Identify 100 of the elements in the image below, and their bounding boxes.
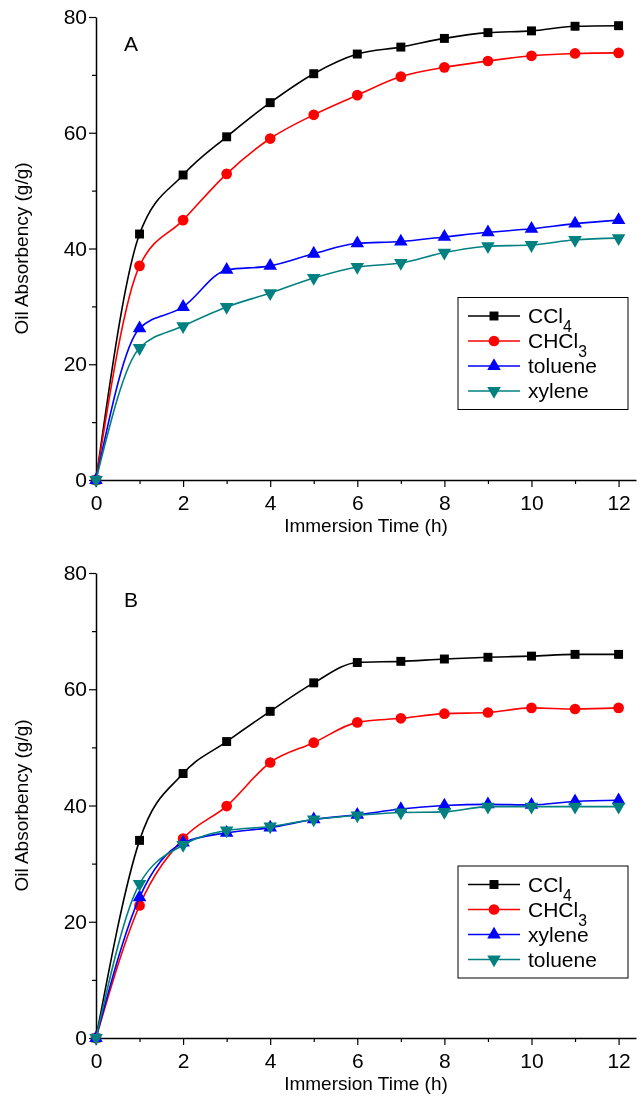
legend-label: CCl$_{4}$ [528, 304, 572, 335]
point [350, 811, 365, 824]
point [482, 707, 494, 718]
annotation: B [124, 588, 139, 611]
y-tick-label: 80 [63, 5, 87, 29]
point [482, 55, 494, 67]
point [309, 69, 319, 79]
x-tick-label: 10 [520, 491, 544, 514]
point [614, 649, 624, 659]
point [308, 109, 320, 121]
point [527, 26, 536, 36]
point [350, 263, 365, 275]
y-tick-label: 40 [63, 793, 87, 817]
point [569, 48, 581, 59]
point [309, 678, 319, 688]
x-tick-label: 10 [520, 1049, 544, 1072]
point [524, 241, 539, 253]
annotation: A [124, 32, 139, 55]
x-tick-label: 8 [439, 1049, 451, 1072]
y-tick-label: 60 [63, 120, 87, 144]
point [611, 802, 626, 815]
point [176, 841, 190, 853]
point [264, 133, 276, 144]
point [265, 706, 275, 716]
point [613, 702, 624, 714]
point [437, 248, 452, 261]
point [437, 807, 452, 820]
point [614, 21, 624, 31]
point [134, 260, 145, 272]
legend-label: toluene [528, 947, 597, 971]
point [178, 769, 188, 778]
point [481, 802, 495, 815]
x-tick-label: 2 [177, 491, 190, 514]
point [135, 835, 145, 845]
point [263, 289, 277, 301]
point [570, 21, 580, 31]
y-tick-label: 20 [63, 909, 87, 933]
point [177, 214, 189, 226]
point [526, 702, 537, 714]
point [222, 737, 232, 747]
x-tick-label: 4 [264, 491, 277, 514]
point [483, 652, 493, 662]
point [178, 170, 188, 180]
y-tick-label: 20 [63, 352, 87, 376]
point [265, 98, 275, 108]
point [308, 737, 320, 749]
point [222, 132, 232, 142]
point [568, 235, 582, 248]
point [135, 229, 145, 239]
point [176, 322, 190, 334]
point [395, 712, 407, 724]
point [352, 49, 362, 59]
x-axis-title: Immersion Time (h) [284, 515, 448, 536]
x-axis-title: Immersion Time (h) [284, 1073, 448, 1094]
point [568, 802, 582, 815]
point [394, 808, 408, 821]
y-tick-label: 80 [63, 561, 87, 585]
x-tick-label: 12 [607, 1049, 631, 1072]
point [395, 71, 407, 82]
point [570, 649, 580, 659]
y-axis-title: Oil Absorbency (g/g) [11, 162, 32, 335]
point [569, 703, 581, 715]
point [351, 89, 363, 101]
y-tick-label: 0 [75, 468, 87, 492]
point [351, 717, 363, 728]
x-tick-label: 2 [177, 1049, 190, 1072]
point [527, 651, 536, 661]
point [439, 654, 449, 664]
point [219, 303, 234, 315]
point [439, 33, 449, 43]
point [394, 259, 408, 271]
point [481, 242, 495, 255]
x-tick-label: 12 [607, 491, 631, 514]
point [264, 757, 276, 768]
point [132, 344, 147, 356]
point [352, 658, 362, 667]
point [306, 815, 321, 828]
y-tick-label: 40 [63, 236, 87, 260]
point [439, 708, 450, 719]
x-tick-label: 6 [351, 491, 364, 514]
point [132, 880, 147, 892]
point [396, 42, 406, 52]
point [613, 47, 624, 59]
y-tick-label: 60 [63, 677, 87, 701]
point [306, 274, 321, 286]
x-tick-label: 0 [90, 1049, 103, 1072]
legend-label: xylene [528, 379, 589, 402]
point [524, 802, 539, 815]
point [221, 168, 232, 180]
x-tick-label: 4 [264, 1049, 277, 1072]
y-axis-title: Oil Absorbency (g/g) [11, 719, 32, 892]
x-tick-label: 6 [351, 1049, 364, 1072]
point [526, 50, 537, 62]
point [396, 656, 406, 666]
x-tick-label: 0 [90, 491, 103, 514]
x-tick-label: 8 [439, 491, 451, 514]
point [221, 800, 232, 812]
point [439, 62, 450, 73]
point [483, 28, 493, 38]
point [611, 234, 626, 246]
